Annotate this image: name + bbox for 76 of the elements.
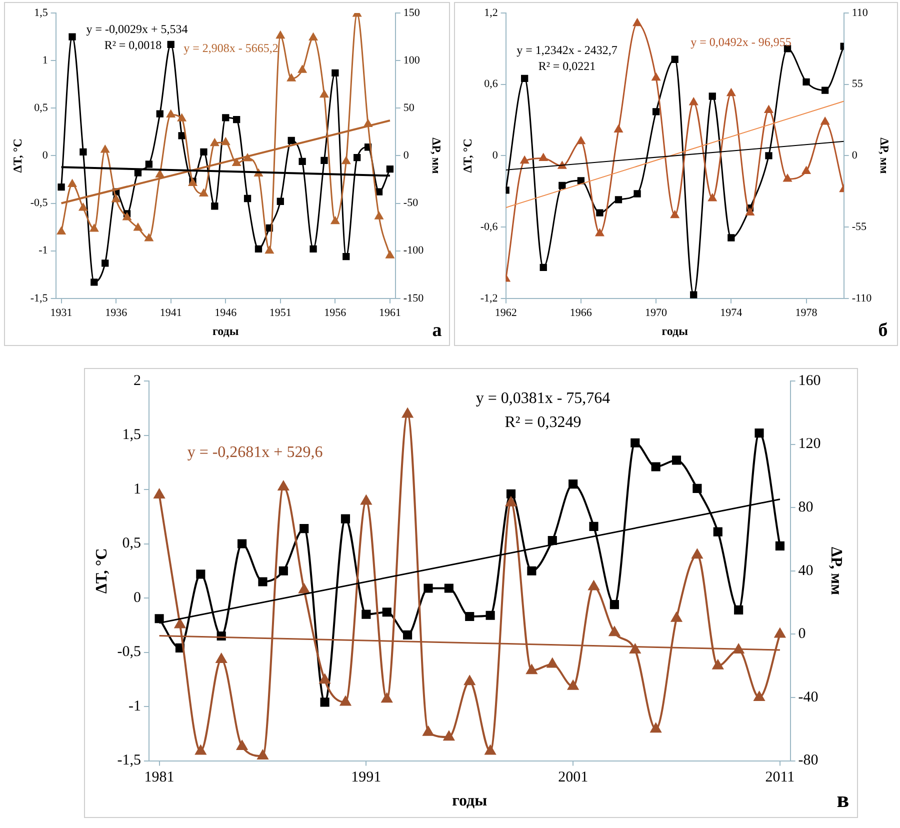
x-tick-label: 1966 xyxy=(570,306,592,319)
y2-tick-label: -150 xyxy=(403,292,424,304)
y-tick-label: 2 xyxy=(133,372,141,389)
text: б xyxy=(878,320,888,341)
y2-tick-label: 0 xyxy=(798,626,806,642)
x-tick-label: 1970 xyxy=(645,306,668,319)
y-tick-label: 1,5 xyxy=(122,427,141,444)
y2-tick-label: 0 xyxy=(852,150,858,162)
y2-tick-label: 100 xyxy=(403,54,420,66)
y2-tick-label: -50 xyxy=(403,197,419,210)
annotation: y = 1,2342x - 2432,7 xyxy=(516,43,618,58)
x-tick-label: 1961 xyxy=(378,306,401,319)
y2-tick-label: 40 xyxy=(798,562,814,579)
y-tick-label: 0 xyxy=(492,150,498,162)
y-axis-title: ΔT, °C xyxy=(94,548,111,594)
y-tick-label: -1,5 xyxy=(30,292,48,304)
y-tick-label: 1 xyxy=(42,54,48,66)
text: а xyxy=(432,320,442,341)
annotation: y = -0,2681x + 529,6 xyxy=(187,444,323,462)
annotation: R² = 0,0221 xyxy=(538,59,596,74)
y-tick-label: -0,5 xyxy=(117,644,141,660)
y2-axis-title: ΔP, мм xyxy=(827,546,844,596)
x-tick-label: 2011 xyxy=(765,770,795,786)
y-tick-label: 0,5 xyxy=(34,102,48,114)
y-axis-title: ΔT, °C xyxy=(460,138,474,173)
annotation: y = 0,0381x - 75,764 xyxy=(476,390,610,408)
y-tick-label: 1,5 xyxy=(34,6,48,19)
x-axis-title: годы xyxy=(452,792,488,810)
y2-tick-label: -80 xyxy=(798,752,818,769)
annotation: y = 0,0492x - 96,955 xyxy=(690,35,792,50)
x-tick-label: 1936 xyxy=(105,306,128,319)
x-tick-label: 2001 xyxy=(558,770,588,786)
annotation: R² = 0,0018 xyxy=(104,38,162,52)
x-axis-title: годы xyxy=(662,324,689,338)
x-tick-label: 1956 xyxy=(324,306,347,319)
y2-tick-label: 50 xyxy=(403,102,415,114)
text: в xyxy=(836,786,850,812)
y2-tick-label: 55 xyxy=(852,78,864,90)
y-tick-label: 0 xyxy=(42,150,48,162)
y-tick-label: -1 xyxy=(128,698,141,714)
y-axis-title: ΔT, °C xyxy=(10,138,24,173)
y2-tick-label: -100 xyxy=(403,244,424,257)
annotation: R² = 0,3249 xyxy=(504,414,582,432)
x-tick-label: 1962 xyxy=(494,306,517,319)
y-tick-label: 1 xyxy=(133,481,141,498)
y2-tick-label: 80 xyxy=(798,500,814,516)
y-tick-label: 0,6 xyxy=(484,78,498,90)
y2-axis-title: ΔP, мм xyxy=(878,138,892,174)
x-axis-title: годы xyxy=(212,324,240,338)
y-tick-label: -1,5 xyxy=(117,752,141,769)
y2-tick-label: 120 xyxy=(798,436,821,452)
annotation: y = 2,908x - 5665,2 xyxy=(184,41,278,56)
y-tick-label: 0 xyxy=(133,590,141,606)
y-tick-label: -1,2 xyxy=(480,292,498,304)
y2-tick-label: 150 xyxy=(403,6,420,19)
y2-tick-label: 0 xyxy=(403,150,410,162)
y-tick-label: -1 xyxy=(38,244,48,257)
x-tick-label: 1974 xyxy=(720,306,743,319)
x-tick-label: 1981 xyxy=(144,770,174,786)
x-tick-label: 1931 xyxy=(50,306,72,319)
annotation: y = -0,0029x + 5,534 xyxy=(86,22,188,36)
y2-tick-label: -40 xyxy=(798,689,818,706)
y2-tick-label: 110 xyxy=(852,6,868,19)
x-tick-label: 1951 xyxy=(269,306,292,319)
y-tick-label: 0,5 xyxy=(122,536,141,552)
y2-tick-label: 160 xyxy=(798,372,821,389)
y-tick-label: -0,6 xyxy=(480,220,498,233)
y-tick-label: 1,2 xyxy=(484,6,498,19)
x-tick-label: 1946 xyxy=(214,306,238,319)
y-tick-label: -0,5 xyxy=(30,197,48,210)
x-tick-label: 1991 xyxy=(351,770,382,786)
y2-tick-label: -55 xyxy=(852,220,868,233)
x-tick-label: 1941 xyxy=(160,306,182,319)
y2-axis-title: ΔP, мм xyxy=(430,138,444,174)
x-tick-label: 1978 xyxy=(795,306,818,319)
y2-tick-label: -110 xyxy=(852,292,872,304)
